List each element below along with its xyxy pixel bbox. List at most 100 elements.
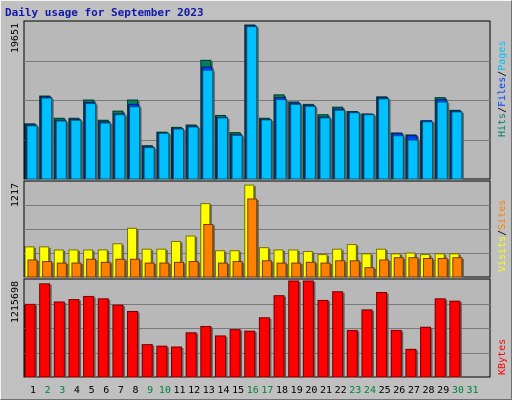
bar-kbytes-19 [288,280,300,378]
bar-sites-25 [379,259,390,278]
day-label-5: 5 [89,385,95,396]
day-label-26: 26 [393,385,405,396]
day-label-23: 23 [349,385,361,396]
bar-sites-26 [393,257,404,278]
bar-sites-13 [203,223,214,278]
bar-pages-29 [436,101,448,180]
bar-kbytes-5 [83,295,95,378]
bar-sites-24 [364,267,375,278]
bar-pages-16 [246,26,258,180]
day-label-30: 30 [452,385,464,396]
bar-kbytes-12 [185,332,197,378]
bar-sites-6 [100,261,111,278]
bar-pages-23 [348,112,360,180]
bar-sites-19 [291,262,302,278]
bar-sites-10 [159,262,170,278]
bar-sites-23 [349,260,360,278]
bar-kbytes-22 [332,291,344,378]
day-label-12: 12 [188,385,200,396]
bar-sites-5 [86,258,97,278]
bar-pages-8 [129,106,141,180]
day-label-8: 8 [133,385,139,396]
legend-1: Visits/Sites [497,200,508,272]
bar-sites-7 [115,258,126,278]
day-label-10: 10 [159,385,171,396]
chart-title: Daily usage for September 2023 [5,6,204,19]
bar-kbytes-7 [112,304,124,378]
bar-pages-14 [216,117,228,180]
bar-sites-18 [276,262,287,278]
bar-kbytes-18 [273,295,285,378]
day-label-13: 13 [203,385,215,396]
bar-sites-28 [423,257,434,278]
bar-kbytes-2 [39,283,51,378]
day-label-6: 6 [103,385,109,396]
bar-pages-27 [407,139,419,180]
bar-sites-14 [217,262,228,278]
bar-sites-20 [305,261,316,278]
bar-pages-21 [319,117,331,180]
legend-entry: / [497,107,508,113]
day-label-14: 14 [217,385,229,396]
bar-pages-30 [451,111,463,180]
bar-kbytes-23 [346,329,358,378]
legend-entry: Files [497,77,508,107]
bar-kbytes-3 [53,301,65,378]
day-label-29: 29 [437,385,449,396]
bar-kbytes-29 [434,298,446,378]
bar-pages-12 [187,126,199,180]
bar-sites-12 [188,261,199,278]
day-label-19: 19 [291,385,303,396]
bar-kbytes-13 [200,325,212,378]
bar-sites-29 [437,257,448,278]
day-label-27: 27 [408,385,420,396]
bar-kbytes-16 [244,330,256,378]
day-label-21: 21 [320,385,332,396]
bar-pages-20 [304,105,316,180]
bar-kbytes-10 [156,345,168,378]
bar-pages-26 [392,135,404,180]
bar-kbytes-20 [302,280,314,378]
bar-kbytes-21 [317,299,329,378]
bar-kbytes-11 [171,346,182,378]
legend-0: Hits/Files/Pages [497,41,508,137]
bar-pages-3 [55,120,67,180]
bar-kbytes-28 [420,326,432,378]
bar-pages-15 [231,134,243,180]
panel-max-label: 1217 [10,183,21,207]
bar-sites-27 [408,257,419,278]
bar-sites-21 [320,262,331,278]
bar-pages-11 [173,128,184,180]
bar-pages-28 [422,121,434,180]
bar-sites-1 [27,259,38,278]
legend-entry: / [497,230,508,236]
bar-kbytes-27 [405,348,417,378]
bar-pages-22 [334,109,346,180]
bar-sites-15 [232,261,243,278]
bar-kbytes-26 [390,329,402,378]
bar-kbytes-17 [258,317,270,378]
day-label-24: 24 [364,385,376,396]
panel-max-label: 1215698 [10,281,21,323]
bar-sites-2 [42,261,53,278]
day-label-25: 25 [379,385,391,396]
bar-sites-16 [247,198,258,278]
bar-kbytes-4 [68,299,80,378]
day-label-2: 2 [45,385,51,396]
bar-sites-22 [335,260,346,278]
bar-pages-13 [202,69,214,180]
bar-sites-9 [144,262,155,278]
day-label-20: 20 [305,385,317,396]
bar-sites-3 [56,262,67,278]
bar-sites-30 [452,257,463,278]
legend-entry: Pages [497,41,508,71]
bar-kbytes-14 [214,335,226,378]
legend-entry: Sites [497,200,508,230]
bar-kbytes-15 [229,329,241,378]
legend-2: KBytes [497,339,508,375]
bar-pages-9 [143,147,155,180]
day-label-7: 7 [118,385,124,396]
day-label-28: 28 [423,385,435,396]
legend-entry: / [497,71,508,77]
